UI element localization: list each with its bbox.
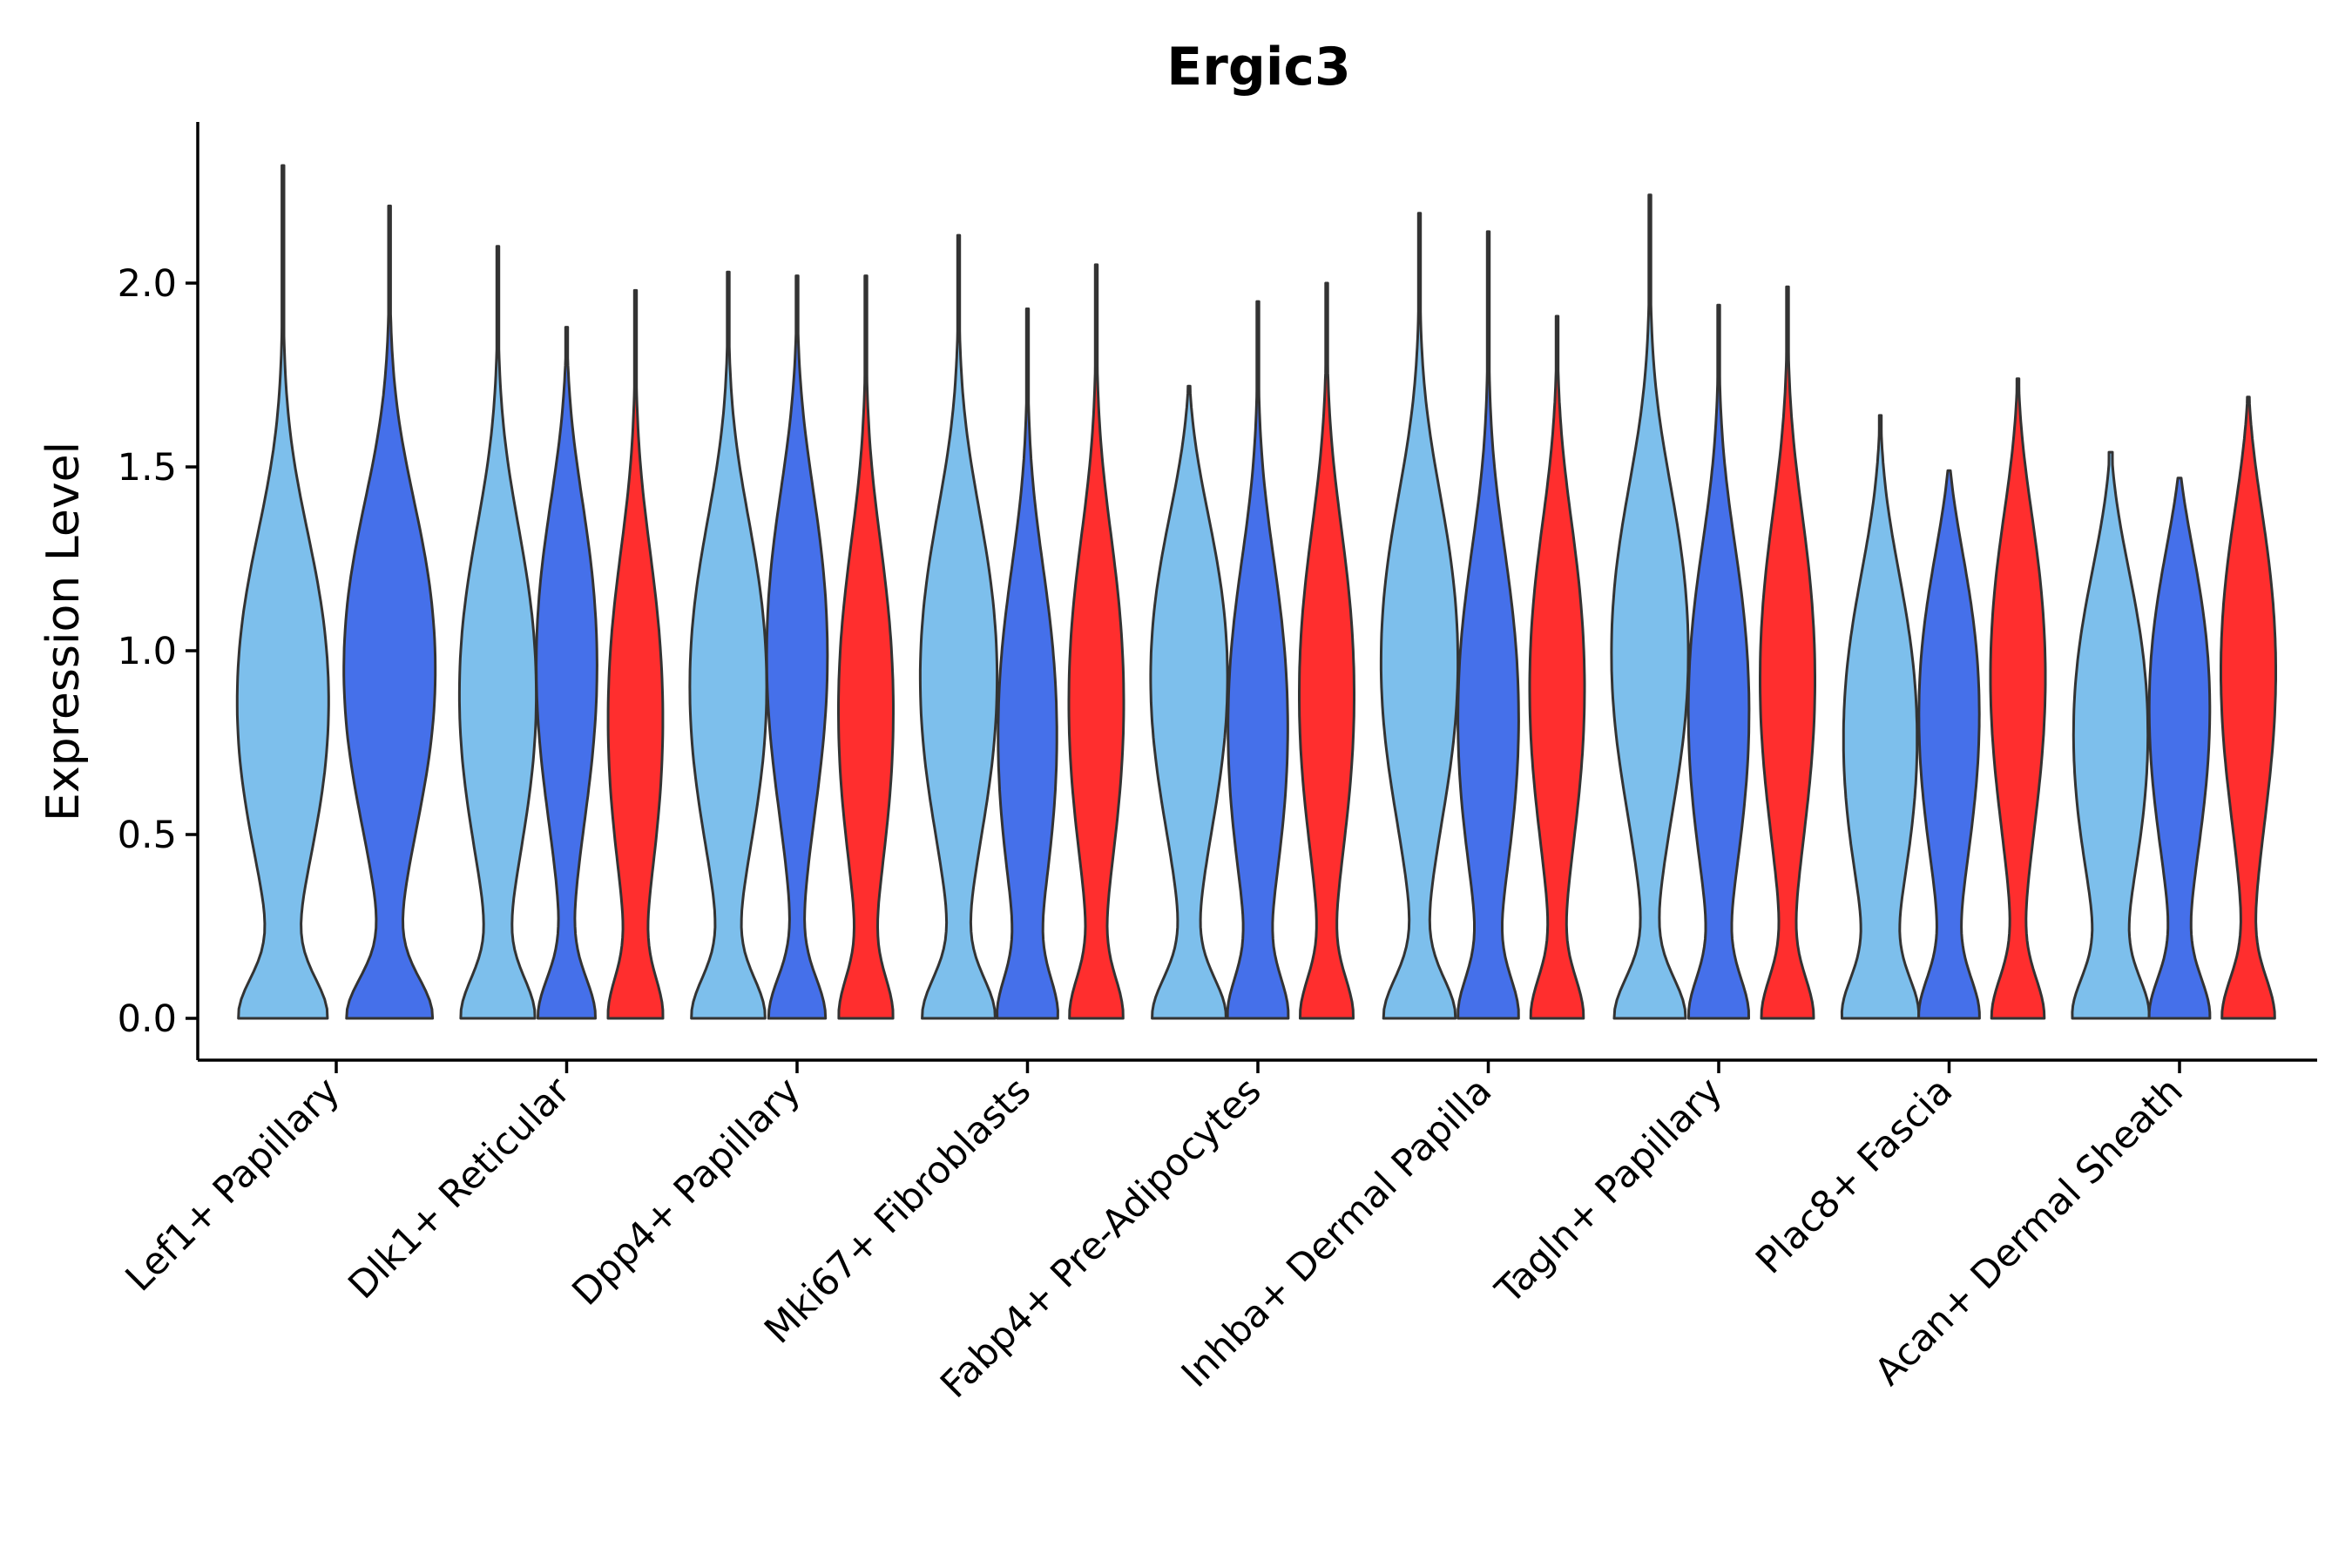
y-tick-label: 1.0 <box>118 630 177 673</box>
violin-condition-2 <box>1917 469 1981 1020</box>
chart-title: Ergic3 <box>1166 37 1350 98</box>
violin-condition-1 <box>457 245 538 1020</box>
x-tick-label: Lef1+ Papillary <box>118 1069 348 1300</box>
y-tick-label: 1.5 <box>118 446 177 490</box>
y-tick-label: 0.0 <box>118 997 177 1041</box>
violin-condition-1 <box>1610 193 1690 1020</box>
violin-condition-1 <box>918 233 999 1020</box>
y-tick-label: 0.5 <box>118 814 177 857</box>
violin-condition-3 <box>606 288 665 1020</box>
violin-condition-3 <box>1528 314 1586 1020</box>
violin-condition-1 <box>1379 212 1460 1020</box>
violin-condition-3 <box>1298 281 1355 1020</box>
violin-condition-1 <box>2071 450 2151 1020</box>
violin-condition-3 <box>1989 377 2047 1020</box>
violin-condition-1 <box>1840 414 1921 1020</box>
y-ticks-group: 0.0 0.5 1.0 1.5 2.0 <box>118 262 198 1041</box>
x-tick-label: Mki67+ Fibroblasts <box>756 1069 1039 1352</box>
violin-condition-3 <box>1067 263 1125 1020</box>
violin-condition-1 <box>688 270 768 1020</box>
violin-group <box>1610 193 1816 1020</box>
x-tick-label: Dlk1+ Reticular <box>341 1069 579 1308</box>
y-tick-label: 2.0 <box>118 262 177 306</box>
violin-group <box>1149 281 1355 1020</box>
x-tick-label: Dpp4+ Papillary <box>564 1069 809 1314</box>
violin-condition-3 <box>2220 395 2277 1020</box>
y-axis-label: Expression Level <box>37 442 90 821</box>
violin-group <box>1840 377 2047 1020</box>
violin-condition-2 <box>996 308 1059 1020</box>
violin-condition-2 <box>2147 476 2212 1020</box>
violin-condition-2 <box>535 326 598 1020</box>
violin-group <box>688 270 895 1020</box>
violin-condition-2 <box>765 274 829 1020</box>
violin-condition-3 <box>837 274 895 1020</box>
violin-condition-1 <box>1149 384 1229 1020</box>
violin-group <box>457 245 665 1020</box>
x-tick-label: Plac8+ Fascia <box>1747 1069 1961 1282</box>
violin-condition-2 <box>342 204 437 1020</box>
x-tick-label: Tagln+ Papillary <box>1487 1069 1731 1313</box>
violin-condition-3 <box>1759 285 1816 1020</box>
violin-group <box>235 164 437 1020</box>
violin-condition-2 <box>1456 230 1520 1020</box>
violin-group <box>2071 395 2277 1020</box>
violin-group <box>918 233 1125 1020</box>
violins-group <box>235 164 2277 1020</box>
violin-condition-1 <box>235 164 330 1020</box>
violin-condition-2 <box>1686 303 1751 1020</box>
violin-group <box>1379 212 1586 1020</box>
violin-condition-2 <box>1226 300 1290 1020</box>
